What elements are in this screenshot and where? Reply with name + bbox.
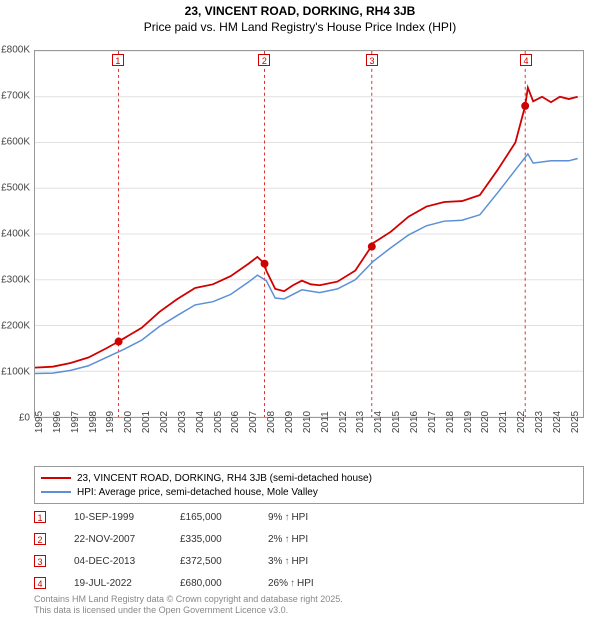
x-tick-label: 2005 bbox=[213, 411, 224, 433]
x-tick-label: 2020 bbox=[480, 411, 491, 433]
y-tick-label: £200K bbox=[1, 321, 30, 332]
legend-row-red: 23, VINCENT ROAD, DORKING, RH4 3JB (semi… bbox=[41, 471, 577, 485]
x-tick-label: 2008 bbox=[266, 411, 277, 433]
legend-label-red: 23, VINCENT ROAD, DORKING, RH4 3JB (semi… bbox=[77, 473, 372, 484]
x-tick-label: 2004 bbox=[195, 411, 206, 433]
y-tick-label: £600K bbox=[1, 137, 30, 148]
sales-price: £680,000 bbox=[180, 578, 240, 589]
sales-diff: 9% ↑ HPI bbox=[268, 512, 308, 523]
chart-svg bbox=[35, 51, 583, 417]
y-tick-label: £300K bbox=[1, 275, 30, 286]
x-tick-label: 2024 bbox=[552, 411, 563, 433]
title-block: 23, VINCENT ROAD, DORKING, RH4 3JB Price… bbox=[0, 0, 600, 34]
legend-swatch-red bbox=[41, 477, 71, 479]
x-tick-label: 2003 bbox=[177, 411, 188, 433]
sales-row: 4 19-JUL-2022 £680,000 26% ↑ HPI bbox=[34, 572, 314, 594]
x-tick-label: 1997 bbox=[70, 411, 81, 433]
sales-marker-box: 2 bbox=[34, 533, 46, 545]
x-tick-label: 2021 bbox=[498, 411, 509, 433]
x-tick-label: 2023 bbox=[534, 411, 545, 433]
x-tick-label: 2007 bbox=[248, 411, 259, 433]
chart-title-1: 23, VINCENT ROAD, DORKING, RH4 3JB bbox=[0, 4, 600, 18]
x-tick-label: 2002 bbox=[159, 411, 170, 433]
legend-swatch-blue bbox=[41, 491, 71, 493]
x-tick-label: 2010 bbox=[302, 411, 313, 433]
sales-row: 3 04-DEC-2013 £372,500 3% ↑ HPI bbox=[34, 550, 314, 572]
x-tick-label: 2011 bbox=[320, 411, 331, 433]
x-tick-label: 2018 bbox=[445, 411, 456, 433]
x-tick-label: 1998 bbox=[88, 411, 99, 433]
x-tick-label: 2001 bbox=[141, 411, 152, 433]
footer: Contains HM Land Registry data © Crown c… bbox=[34, 594, 343, 616]
sales-date: 10-SEP-1999 bbox=[74, 512, 152, 523]
sales-row: 2 22-NOV-2007 £335,000 2% ↑ HPI bbox=[34, 528, 314, 550]
sale-marker: 3 bbox=[366, 54, 378, 66]
y-tick-label: £0 bbox=[19, 413, 30, 424]
x-tick-label: 1995 bbox=[34, 411, 45, 433]
sales-price: £335,000 bbox=[180, 534, 240, 545]
x-tick-label: 2016 bbox=[409, 411, 420, 433]
sales-date: 04-DEC-2013 bbox=[74, 556, 152, 567]
arrow-up-icon: ↑ bbox=[290, 578, 295, 589]
sales-price: £165,000 bbox=[180, 512, 240, 523]
x-tick-label: 1999 bbox=[105, 411, 116, 433]
sales-marker-box: 3 bbox=[34, 555, 46, 567]
x-tick-label: 2012 bbox=[338, 411, 349, 433]
sales-marker-box: 4 bbox=[34, 577, 46, 589]
chart-plot-area bbox=[34, 50, 584, 418]
sale-marker: 2 bbox=[258, 54, 270, 66]
sales-diff: 2% ↑ HPI bbox=[268, 534, 308, 545]
x-tick-label: 2014 bbox=[373, 411, 384, 433]
legend: 23, VINCENT ROAD, DORKING, RH4 3JB (semi… bbox=[34, 466, 584, 504]
chart-title-2: Price paid vs. HM Land Registry's House … bbox=[0, 20, 600, 34]
y-tick-label: £100K bbox=[1, 367, 30, 378]
arrow-up-icon: ↑ bbox=[284, 556, 289, 567]
x-tick-label: 2013 bbox=[355, 411, 366, 433]
x-tick-label: 2006 bbox=[230, 411, 241, 433]
footer-line-1: Contains HM Land Registry data © Crown c… bbox=[34, 594, 343, 605]
x-tick-label: 2025 bbox=[570, 411, 581, 433]
y-tick-label: £800K bbox=[1, 45, 30, 56]
x-tick-label: 2015 bbox=[391, 411, 402, 433]
y-tick-label: £500K bbox=[1, 183, 30, 194]
sales-table: 1 10-SEP-1999 £165,000 9% ↑ HPI 2 22-NOV-2007… bbox=[34, 506, 314, 594]
y-tick-label: £700K bbox=[1, 91, 30, 102]
sales-row: 1 10-SEP-1999 £165,000 9% ↑ HPI bbox=[34, 506, 314, 528]
x-tick-label: 2022 bbox=[516, 411, 527, 433]
sales-diff: 3% ↑ HPI bbox=[268, 556, 308, 567]
sale-marker: 4 bbox=[520, 54, 532, 66]
x-tick-label: 2017 bbox=[427, 411, 438, 433]
legend-row-blue: HPI: Average price, semi-detached house,… bbox=[41, 485, 577, 499]
sales-price: £372,500 bbox=[180, 556, 240, 567]
arrow-up-icon: ↑ bbox=[284, 534, 289, 545]
sales-diff: 26% ↑ HPI bbox=[268, 578, 314, 589]
sales-date: 19-JUL-2022 bbox=[74, 578, 152, 589]
x-tick-label: 1996 bbox=[52, 411, 63, 433]
chart-container: 23, VINCENT ROAD, DORKING, RH4 3JB Price… bbox=[0, 0, 600, 620]
sales-date: 22-NOV-2007 bbox=[74, 534, 152, 545]
x-tick-label: 2000 bbox=[123, 411, 134, 433]
sale-marker: 1 bbox=[112, 54, 124, 66]
x-tick-label: 2009 bbox=[284, 411, 295, 433]
sales-marker-box: 1 bbox=[34, 511, 46, 523]
y-tick-label: £400K bbox=[1, 229, 30, 240]
arrow-up-icon: ↑ bbox=[284, 512, 289, 523]
x-tick-label: 2019 bbox=[463, 411, 474, 433]
footer-line-2: This data is licensed under the Open Gov… bbox=[34, 605, 343, 616]
legend-label-blue: HPI: Average price, semi-detached house,… bbox=[77, 487, 318, 498]
